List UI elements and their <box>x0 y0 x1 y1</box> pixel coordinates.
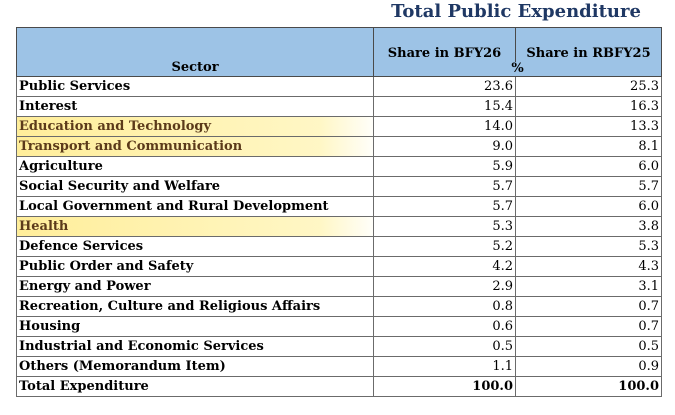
table-row: Public Order and Safety 4.2 4.3 <box>16 256 662 277</box>
rbfy25-cell: 3.1 <box>515 276 662 297</box>
sector-cell: Social Security and Welfare <box>16 176 374 197</box>
table-row: Social Security and Welfare 5.7 5.7 <box>16 176 662 197</box>
sector-cell: Health <box>16 216 374 237</box>
bfy26-cell: 5.7 <box>373 176 516 197</box>
bfy26-cell: 1.1 <box>373 356 516 377</box>
bfy26-cell: 5.9 <box>373 156 516 177</box>
bfy26-cell: 0.6 <box>373 316 516 337</box>
bfy26-cell: 14.0 <box>373 116 516 137</box>
rbfy25-cell: 0.7 <box>515 296 662 317</box>
rbfy25-cell: 4.3 <box>515 256 662 277</box>
table-row: Local Government and Rural Development 5.… <box>16 196 662 217</box>
total-row: Total Expenditure 100.0 100.0 <box>16 376 662 397</box>
rbfy25-cell: 5.3 <box>515 236 662 257</box>
table-row: Housing 0.6 0.7 <box>16 316 662 337</box>
sector-cell: Transport and Communication <box>16 136 374 157</box>
table-row: Transport and Communication 9.0 8.1 <box>16 136 662 157</box>
sector-cell: Defence Services <box>16 236 374 257</box>
bfy26-cell: 4.2 <box>373 256 516 277</box>
sector-cell: Housing <box>16 316 374 337</box>
bfy26-cell: 0.5 <box>373 336 516 357</box>
rbfy25-cell: 0.9 <box>515 356 662 377</box>
table-row: Recreation, Culture and Religious Affair… <box>16 296 662 317</box>
rbfy25-cell: 6.0 <box>515 196 662 217</box>
bfy26-cell: 9.0 <box>373 136 516 157</box>
bfy26-cell: 23.6 <box>373 76 516 97</box>
total-label: Total Expenditure <box>16 376 374 397</box>
sector-cell: Recreation, Culture and Religious Affair… <box>16 296 374 317</box>
table-row: Others (Memorandum Item) 1.1 0.9 <box>16 356 662 377</box>
rbfy25-cell: 3.8 <box>515 216 662 237</box>
table-row: Interest 15.4 16.3 <box>16 96 662 117</box>
rbfy25-cell: 25.3 <box>515 76 662 97</box>
sector-cell: Agriculture <box>16 156 374 177</box>
table-title: Total Public Expenditure <box>391 1 641 22</box>
table-body: Public Services 23.6 25.3 Interest 15.4 16.3 E… <box>16 76 662 397</box>
unit-header: % <box>373 62 662 77</box>
bfy26-cell: 5.3 <box>373 216 516 237</box>
sector-cell: Interest <box>16 96 374 117</box>
sector-header: Sector <box>16 27 374 77</box>
expenditure-table: Sector Share in BFY26 Share in RBFY25 % … <box>16 27 662 397</box>
rbfy25-cell: 5.7 <box>515 176 662 197</box>
total-rbfy25: 100.0 <box>515 376 662 397</box>
sector-cell: Education and Technology <box>16 116 374 137</box>
bfy26-cell: 15.4 <box>373 96 516 117</box>
sector-cell: Public Order and Safety <box>16 256 374 277</box>
rbfy25-header: Share in RBFY25 <box>515 27 662 62</box>
rbfy25-cell: 0.5 <box>515 336 662 357</box>
table-row: Education and Technology 14.0 13.3 <box>16 116 662 137</box>
sector-cell: Energy and Power <box>16 276 374 297</box>
bfy26-cell: 2.9 <box>373 276 516 297</box>
sector-label-highlighted: Transport and Communication <box>17 137 373 156</box>
sector-cell: Others (Memorandum Item) <box>16 356 374 377</box>
table-row: Energy and Power 2.9 3.1 <box>16 276 662 297</box>
sector-cell: Local Government and Rural Development <box>16 196 374 217</box>
rbfy25-cell: 8.1 <box>515 136 662 157</box>
rbfy25-cell: 13.3 <box>515 116 662 137</box>
rbfy25-cell: 16.3 <box>515 96 662 117</box>
bfy26-header: Share in BFY26 <box>373 27 516 62</box>
sector-label-highlighted: Health <box>17 217 373 236</box>
sector-cell: Public Services <box>16 76 374 97</box>
table-row: Industrial and Economic Services 0.5 0.5 <box>16 336 662 357</box>
table-row: Public Services 23.6 25.3 <box>16 76 662 97</box>
bfy26-cell: 5.2 <box>373 236 516 257</box>
rbfy25-cell: 0.7 <box>515 316 662 337</box>
total-bfy26: 100.0 <box>373 376 516 397</box>
sector-label-highlighted: Education and Technology <box>17 117 373 136</box>
table-row: Agriculture 5.9 6.0 <box>16 156 662 177</box>
table-row: Defence Services 5.2 5.3 <box>16 236 662 257</box>
rbfy25-cell: 6.0 <box>515 156 662 177</box>
bfy26-cell: 0.8 <box>373 296 516 317</box>
table-row: Health 5.3 3.8 <box>16 216 662 237</box>
sector-cell: Industrial and Economic Services <box>16 336 374 357</box>
bfy26-cell: 5.7 <box>373 196 516 217</box>
